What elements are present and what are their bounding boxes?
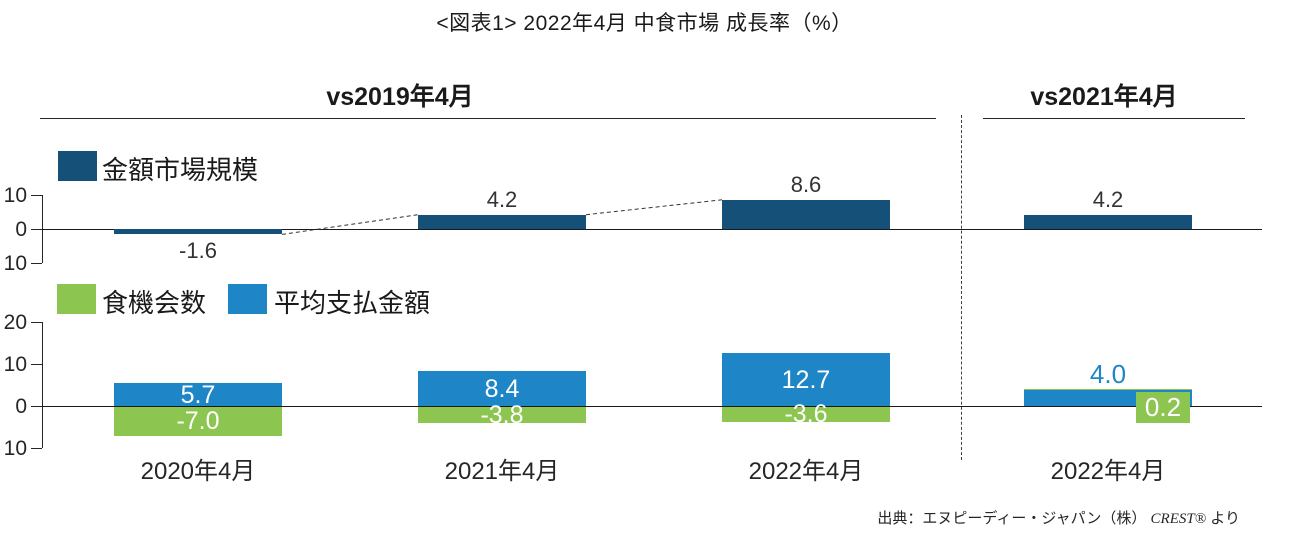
bar-occasions-3 (1024, 388, 1192, 390)
bar-value-avg-spend-1: 8.4 (484, 374, 520, 403)
bar-market-size-1 (418, 214, 586, 229)
bottom-chart-y-axis (42, 322, 43, 448)
legend-label-avg-spend: 平均支払金額 (274, 288, 431, 318)
top-chart-tick-0 (31, 229, 42, 230)
bottom-chart-tick-neg10 (31, 448, 42, 449)
section-underline-right (983, 118, 1245, 119)
x-label-2022-04-vs2021: 2022年4月 (1050, 458, 1166, 485)
figure-title: <図表1> 2022年4月 中食市場 成長率（%） (436, 12, 853, 35)
top-chart-tick-neg10 (31, 263, 42, 264)
source-suffix: より (1210, 510, 1240, 527)
section-divider-dashed-line (961, 115, 962, 460)
bottom-chart-tick-label-0: 0 (15, 395, 27, 418)
bar-value-avg-spend-2: 12.7 (781, 365, 831, 394)
bar-value-avg-spend-3: 4.0 (1089, 358, 1127, 389)
bar-avg-spend-2 (722, 353, 890, 407)
bar-market-size-0 (114, 229, 282, 235)
bar-value-market-size-1: 4.2 (486, 186, 518, 212)
legend-swatch-market-size (58, 151, 97, 181)
legend-swatch-avg-spend (228, 284, 267, 314)
bar-occasions-2 (722, 406, 890, 422)
bar-value-avg-spend-0: 5.7 (180, 380, 216, 409)
bottom-chart-tick-label-20: 20 (3, 311, 27, 334)
top-chart-zero-line (42, 229, 1262, 230)
bar-value-market-size-2: 8.6 (790, 171, 822, 197)
bar-value-occasions-0: -7.0 (176, 407, 220, 436)
section-underline-left (40, 118, 936, 119)
bottom-chart-zero-line (42, 406, 1262, 407)
bar-value-market-size-3: 4.2 (1092, 186, 1124, 212)
bar-value-occasions-2: -3.6 (784, 400, 828, 429)
bar-market-size-3 (1024, 214, 1192, 229)
bottom-chart-tick-0 (31, 406, 42, 407)
top-chart-tick-label-10: 10 (3, 184, 27, 207)
legend-label-market-size: 金額市場規模 (102, 155, 259, 185)
top-chart-tick-label-0: 0 (15, 218, 27, 241)
section-header-vs2019: vs2019年4月 (326, 83, 474, 111)
bar-avg-spend-0 (114, 382, 282, 407)
x-label-2020-04: 2020年4月 (140, 458, 256, 485)
x-label-2022-04-vs2019: 2022年4月 (748, 458, 864, 485)
bar-market-size-2 (722, 199, 890, 229)
bottom-chart-tick-10 (31, 364, 42, 365)
bar-occasions-1 (418, 406, 586, 423)
top-chart-tick-10 (31, 195, 42, 196)
section-header-vs2021: vs2021年4月 (1030, 83, 1178, 111)
top-chart-tick-label-neg10: 10 (3, 252, 27, 275)
bar-avg-spend-1 (418, 371, 586, 407)
source-note: 出典：エヌピーディー・ジャパン（株） CREST® より (877, 507, 1240, 528)
source-prefix: 出典：エヌピーディー・ジャパン（株） (877, 510, 1147, 527)
source-brand-crest: CREST® (1150, 511, 1207, 527)
bar-value-occasions-3: 0.2 (1136, 391, 1190, 423)
bottom-chart-tick-label-neg10: 10 (3, 437, 27, 460)
bottom-chart-tick-label-10: 10 (3, 353, 27, 376)
bar-value-occasions-1: -3.8 (480, 400, 524, 429)
x-label-2021-04: 2021年4月 (444, 458, 560, 485)
legend-label-occasions: 食機会数 (102, 288, 207, 318)
bottom-chart-tick-20 (31, 322, 42, 323)
bar-occasions-0 (114, 406, 282, 436)
legend-swatch-occasions (57, 284, 96, 314)
bar-value-market-size-0: -1.6 (179, 238, 217, 264)
